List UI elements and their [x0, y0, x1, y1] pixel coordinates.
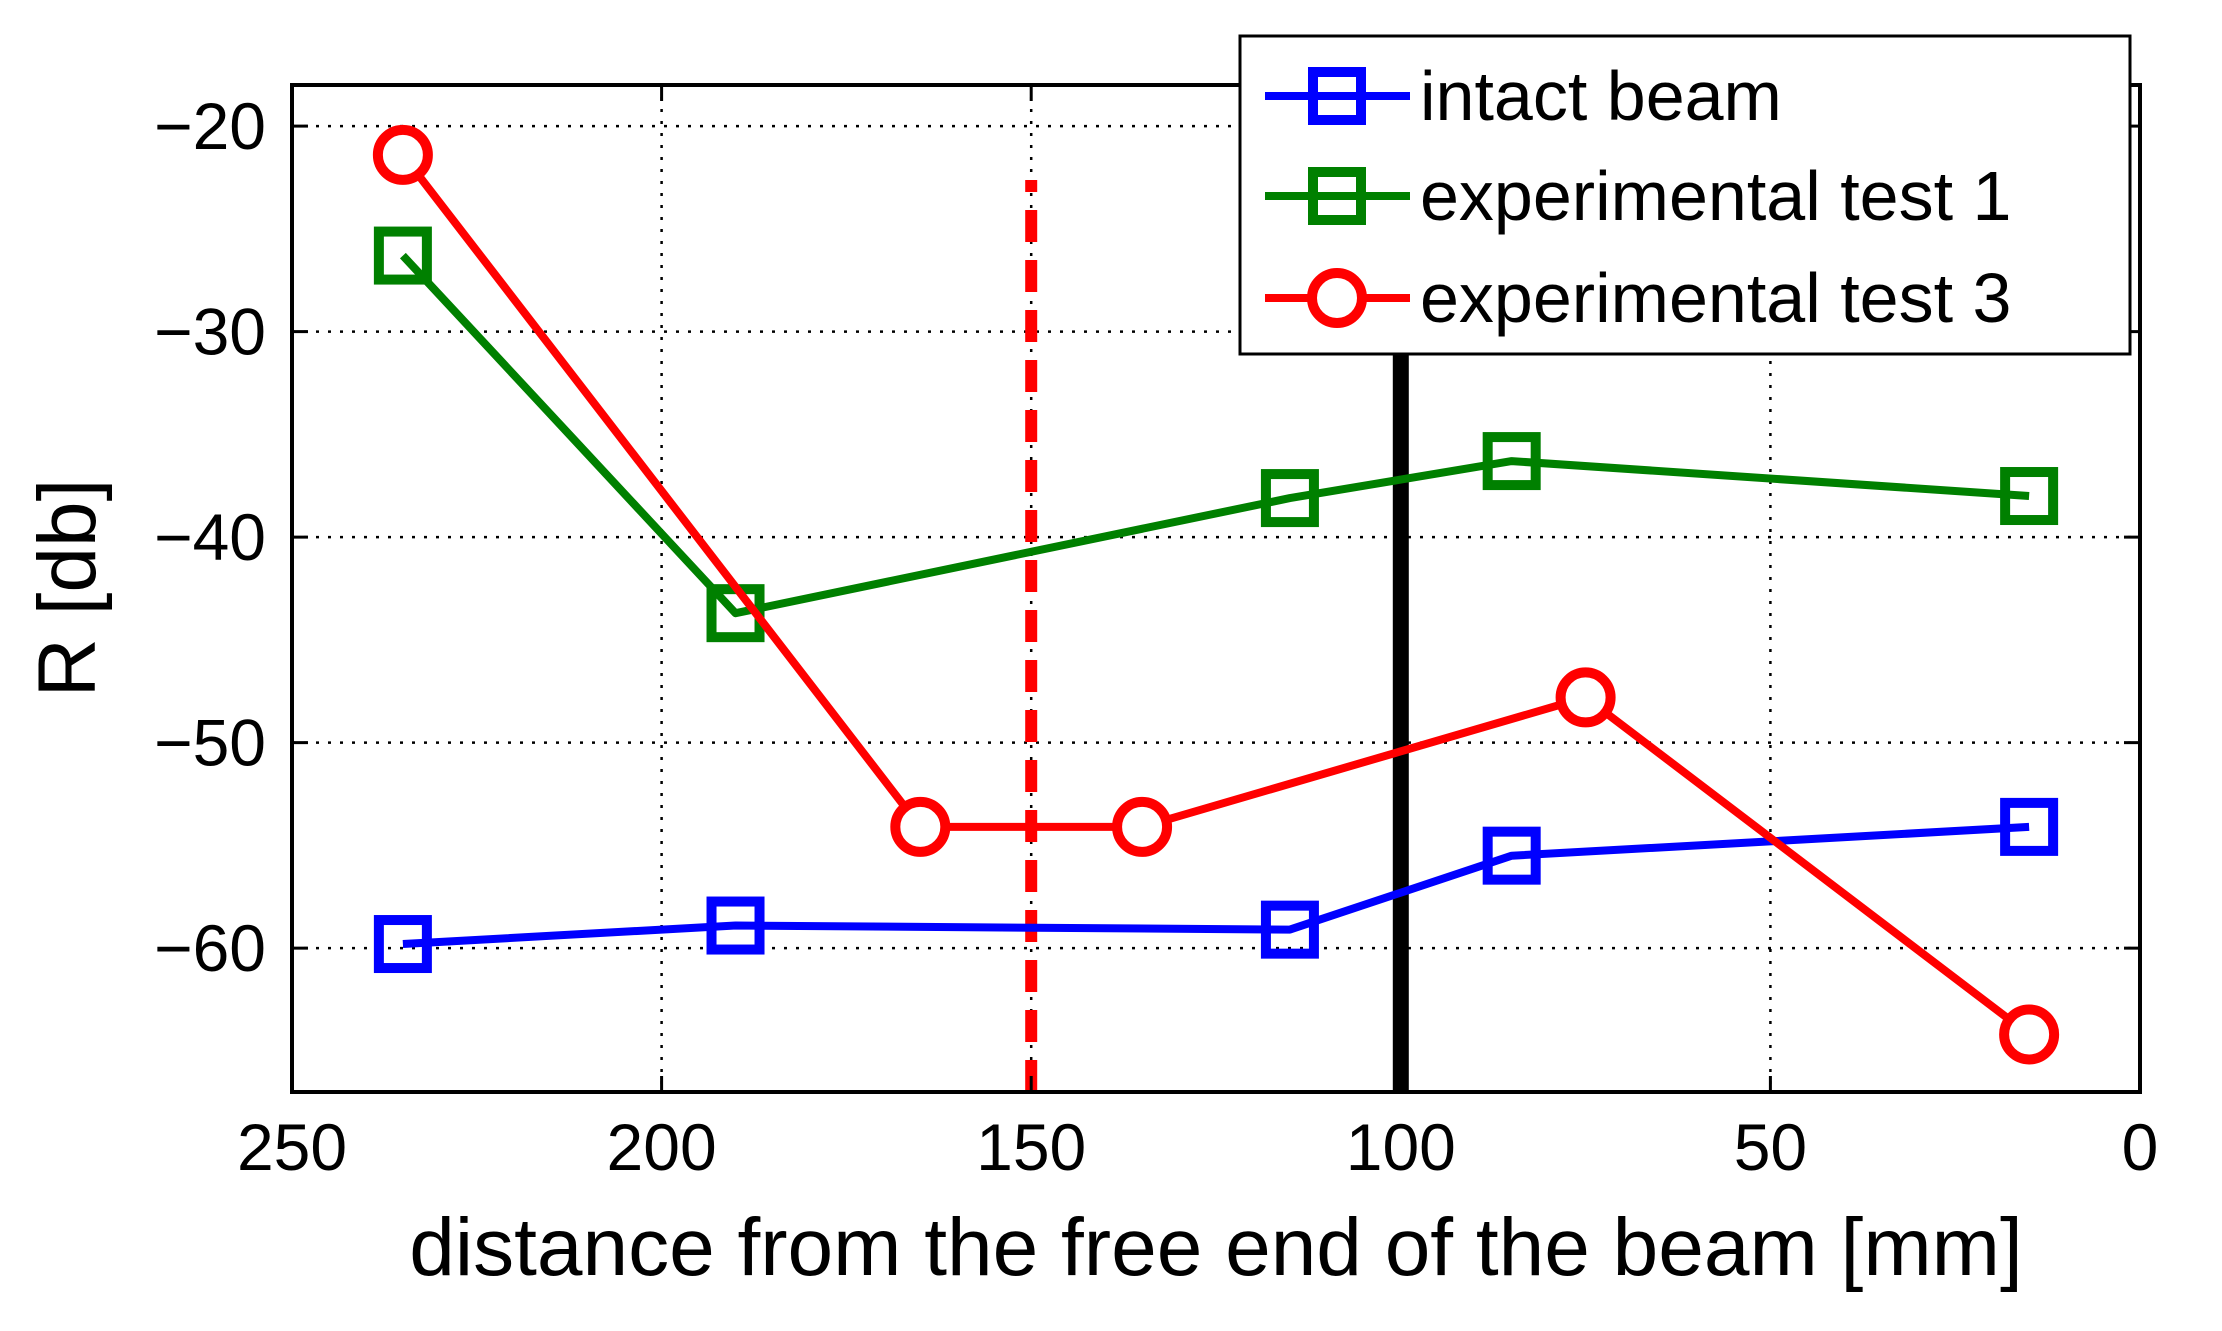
legend-marker-intact-beam	[1308, 67, 1366, 125]
data-point-experimental-test-1	[1260, 469, 1319, 528]
data-point-experimental-test-3	[1112, 796, 1173, 857]
data-point-experimental-test-1	[1482, 432, 1541, 491]
data-point-intact-beam	[2000, 797, 2059, 856]
data-point-experimental-test-1	[2000, 467, 2059, 526]
series-intact-beam	[373, 797, 2059, 974]
series-line-intact-beam	[402, 822, 2030, 948]
series-line-experimental-test-1	[399, 252, 2030, 618]
legend-marker-experimental-test-3	[1307, 268, 1367, 328]
y-tick-label: −40	[154, 500, 266, 574]
y-tick-label: −30	[154, 295, 266, 369]
data-point-intact-beam	[706, 896, 765, 955]
y-tick-label: −20	[154, 89, 266, 163]
grid	[292, 85, 2140, 1092]
x-axis-title: distance from the free end of the beam […	[409, 1202, 2022, 1293]
legend: intact beam experimental test 1 experiment…	[1238, 34, 2132, 356]
y-axis-title: R [db]	[22, 479, 113, 698]
data-point-experimental-test-1	[373, 226, 432, 285]
series	[372, 124, 2060, 1065]
legend-label-intact-beam: intact beam	[1420, 57, 1782, 135]
data-point-experimental-test-3	[372, 124, 433, 185]
legend-marker-experimental-test-1	[1308, 167, 1366, 225]
series-experimental-test-3	[372, 124, 2060, 1065]
data-point-intact-beam	[1482, 826, 1541, 885]
data-point-experimental-test-3	[890, 796, 951, 857]
x-tick-label: 0	[2122, 1110, 2159, 1184]
plot-frame	[290, 83, 2142, 1094]
data-point-intact-beam	[373, 915, 432, 974]
data-point-experimental-test-3	[1555, 667, 1616, 728]
x-tick-label: 150	[976, 1110, 1086, 1184]
legend-label-experimental-test-1: experimental test 1	[1420, 157, 2011, 235]
x-tick-label: 200	[607, 1110, 717, 1184]
x-tick-label: 50	[1734, 1110, 1807, 1184]
x-tick-label: 100	[1346, 1110, 1456, 1184]
legend-label-experimental-test-3: experimental test 3	[1420, 259, 2011, 337]
data-point-intact-beam	[1260, 900, 1319, 959]
x-tick-label: 250	[237, 1110, 347, 1184]
data-point-experimental-test-3	[1999, 1004, 2060, 1065]
axis-ticks: 250 200 150 100 50 0 −20 −30 −40 −50 −60	[154, 85, 2158, 1184]
y-tick-label: −50	[154, 706, 266, 780]
y-tick-label: −60	[154, 911, 266, 985]
